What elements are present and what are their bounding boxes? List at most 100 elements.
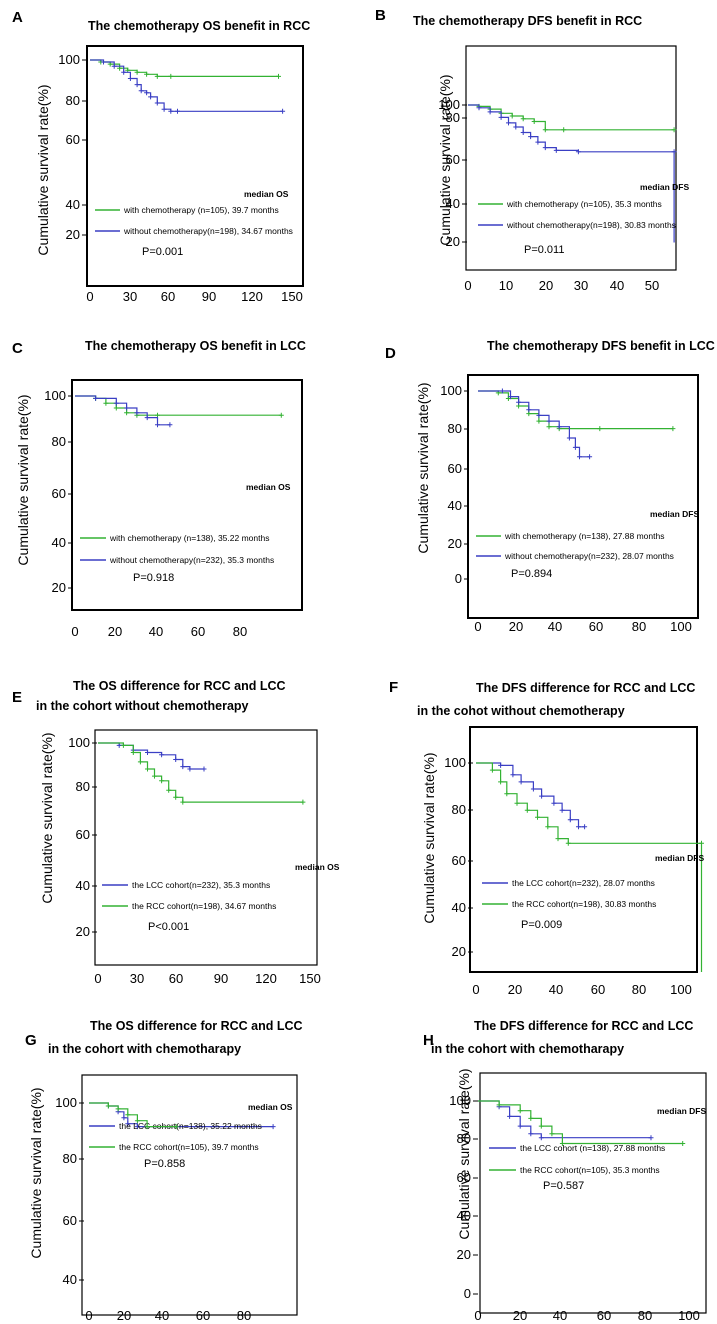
legend-title: median DFS <box>650 509 699 519</box>
censor-mark <box>276 73 281 79</box>
censor-mark <box>270 1124 276 1130</box>
censor-mark <box>167 422 173 428</box>
censor-mark <box>173 1124 179 1130</box>
y-tick-label: 80 <box>452 802 466 817</box>
censor-mark <box>93 395 99 401</box>
y-tick-label: 80 <box>63 1151 77 1166</box>
x-tick-label: 60 <box>591 982 605 997</box>
censor-mark <box>175 108 180 114</box>
censor-mark <box>566 435 572 441</box>
legend-entry: without chemotherapy(n=232), 35.3 months <box>109 555 274 565</box>
censor-mark <box>159 778 165 784</box>
x-tick-label: 40 <box>610 278 624 293</box>
censor-mark <box>120 742 126 748</box>
x-tick-label: 0 <box>472 982 479 997</box>
p-value: P=0.009 <box>521 919 562 931</box>
x-tick-label: 60 <box>589 619 603 634</box>
censor-mark <box>145 750 150 755</box>
censor-mark <box>535 814 540 820</box>
y-tick-label: 20 <box>448 536 462 551</box>
censor-mark <box>180 799 186 805</box>
censor-mark <box>278 412 284 418</box>
censor-mark <box>498 114 504 120</box>
censor-mark <box>576 824 581 830</box>
x-tick-label: 0 <box>85 1308 92 1323</box>
censor-mark <box>145 766 150 772</box>
x-tick-label: 0 <box>474 1308 481 1323</box>
censor-mark <box>125 1112 131 1118</box>
censor-mark <box>121 69 127 75</box>
censor-mark <box>542 145 548 151</box>
censor-mark <box>116 742 122 748</box>
legend-title: median OS <box>246 482 291 492</box>
legend-entry: without chemotherapy(n=198), 30.83 month… <box>506 220 676 230</box>
x-tick-label: 20 <box>117 1308 131 1323</box>
panel-label-h: H <box>423 1032 434 1049</box>
p-value: P<0.001 <box>148 921 189 933</box>
censor-mark <box>144 90 150 96</box>
plot-frame <box>467 374 699 619</box>
censor-mark <box>535 139 541 145</box>
censor-mark <box>545 824 551 830</box>
censor-mark <box>516 399 522 405</box>
x-tick-label: 120 <box>241 289 263 304</box>
survival-curve-blue <box>98 742 204 770</box>
y-tick-label: 40 <box>452 900 466 915</box>
plot-frame <box>465 45 677 271</box>
p-value: P=0.918 <box>133 572 174 584</box>
x-tick-label: 50 <box>645 278 659 293</box>
survival-curve-green <box>98 742 303 803</box>
censor-mark <box>551 800 557 806</box>
legend-title: median OS <box>295 862 340 872</box>
panel-label-g: G <box>25 1032 37 1049</box>
panel-label-f: F <box>389 679 398 696</box>
y-tick-label: 100 <box>44 388 66 403</box>
censor-mark <box>130 750 136 755</box>
y-axis-label: Cumulative survival rate(%) <box>456 1068 472 1239</box>
panel-label-d: D <box>385 345 396 362</box>
censor-mark <box>546 418 552 424</box>
censor-mark <box>549 1131 555 1137</box>
censor-mark <box>539 793 545 799</box>
y-tick-label: 40 <box>52 535 66 550</box>
legend-entry: with chemotherapy (n=138), 27.88 months <box>504 531 664 541</box>
x-tick-label: 60 <box>169 971 183 986</box>
y-tick-label: 100 <box>440 383 462 398</box>
censor-mark <box>536 418 542 424</box>
censor-mark <box>111 63 117 69</box>
y-tick-label: 60 <box>66 132 80 147</box>
censor-mark <box>699 840 704 846</box>
plot-frame <box>479 1072 707 1314</box>
y-tick-label: 40 <box>66 197 80 212</box>
y-axis-label: Cumulative survival rate(%) <box>15 394 31 565</box>
censor-mark <box>572 444 578 450</box>
chart-title: The OS difference for RCC and LCC <box>73 679 286 693</box>
y-tick-label: 40 <box>76 878 90 893</box>
y-tick-label: 60 <box>446 152 460 167</box>
survival-curve-blue <box>478 1100 651 1139</box>
censor-mark <box>103 400 109 406</box>
x-tick-label: 30 <box>123 289 137 304</box>
censor-mark <box>138 88 144 94</box>
survival-curve-blue <box>75 395 170 426</box>
plot-frame <box>469 726 698 973</box>
censor-mark <box>577 454 582 460</box>
censor-mark <box>168 108 174 114</box>
censor-mark <box>508 394 513 400</box>
censor-mark <box>187 766 193 772</box>
censor-mark <box>155 422 160 428</box>
censor-mark <box>567 817 573 823</box>
x-tick-label: 40 <box>155 1308 169 1323</box>
legend-entry: with chemotherapy (n=138), 35.22 months <box>109 533 269 543</box>
y-tick-label: 20 <box>52 580 66 595</box>
p-value: P=0.894 <box>511 568 552 580</box>
y-tick-label: 20 <box>457 1247 471 1262</box>
p-value: P=0.858 <box>144 1158 185 1170</box>
y-tick-label: 40 <box>446 196 460 211</box>
y-tick-label: 40 <box>457 1208 471 1223</box>
p-value: P=0.001 <box>142 246 183 258</box>
x-tick-label: 40 <box>549 982 563 997</box>
censor-mark <box>556 424 562 430</box>
legend-title: median DFS <box>640 182 689 192</box>
censor-mark <box>124 410 130 416</box>
